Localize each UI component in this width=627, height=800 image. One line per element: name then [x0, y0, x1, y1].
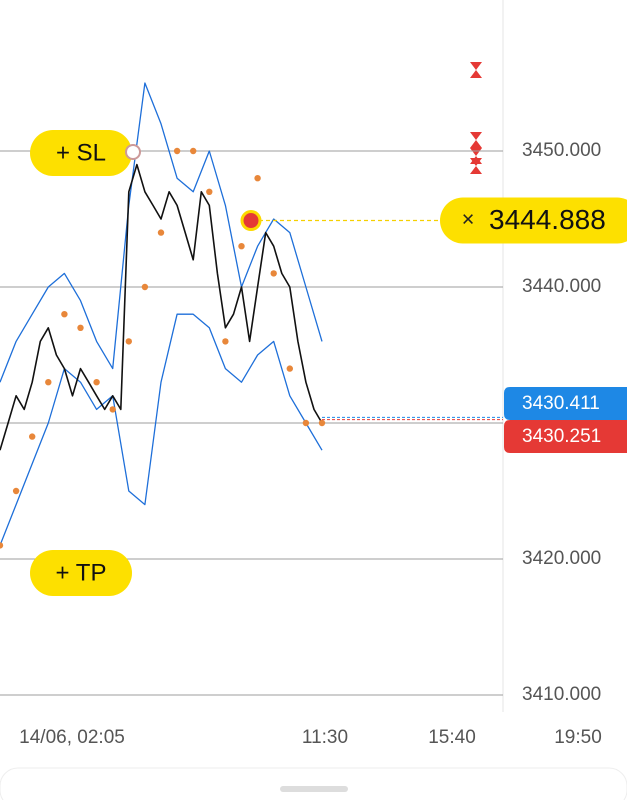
sar-dot	[190, 147, 197, 155]
trade-marker	[470, 158, 482, 174]
sar-dot	[109, 406, 116, 413]
price-tick-label: 3440.000	[522, 276, 601, 297]
position-entry	[240, 210, 262, 232]
sar-dot	[93, 379, 100, 386]
bollinger-lower	[0, 313, 323, 546]
tp-button[interactable]: + TP	[30, 550, 132, 596]
sar-dot	[254, 175, 261, 182]
sar-dot	[12, 487, 20, 495]
sar-dot	[270, 270, 277, 277]
sl-handle[interactable]	[125, 144, 141, 160]
sar-dot	[318, 419, 326, 427]
price-line	[0, 163, 323, 451]
ask-price: 3430.411	[522, 393, 600, 414]
sar-dot	[125, 338, 132, 345]
price-tick-label: 3450.000	[522, 140, 601, 161]
sl-button-bg[interactable]	[30, 130, 132, 176]
sar-dot	[238, 243, 245, 250]
sar-dot	[206, 188, 213, 195]
close-position-icon[interactable]: ×	[462, 206, 475, 231]
tp-button-label[interactable]: + TP	[56, 559, 107, 586]
sl-button[interactable]: + SL	[30, 130, 132, 176]
bid-price-bg	[504, 420, 627, 453]
tp-button-bg[interactable]	[30, 550, 132, 596]
time-label: 11:30	[302, 727, 348, 748]
sar-dot	[77, 324, 84, 331]
position-tag[interactable]: × 3444.888	[440, 197, 627, 244]
price-tick-label: 3420.000	[522, 548, 601, 569]
time-label: 15:40	[428, 727, 476, 748]
time-label: 14/06, 02:05	[19, 727, 125, 748]
bollinger-upper	[0, 82, 323, 383]
sar-dot	[302, 419, 310, 427]
sar-dot	[222, 338, 229, 345]
sar-dot	[286, 365, 293, 372]
sheet-handle[interactable]	[280, 786, 348, 792]
position-price[interactable]: 3444.888	[489, 204, 606, 235]
sar-dot	[29, 433, 36, 440]
trade-marker	[470, 62, 482, 78]
trade-marker	[470, 132, 482, 148]
sar-dot	[0, 542, 4, 549]
bid-price: 3430.251	[522, 426, 601, 447]
bottom-sheet[interactable]	[0, 767, 627, 800]
time-label: 19:50	[554, 727, 602, 748]
trade-markers	[470, 62, 482, 174]
sar-dot	[45, 379, 52, 386]
ask-price-bg	[504, 387, 627, 420]
sar-dot	[157, 229, 165, 236]
price-tick-label: 3410.000	[522, 684, 601, 705]
sl-button-label[interactable]: + SL	[56, 139, 106, 166]
position-tag-bg[interactable]	[440, 197, 627, 244]
sar-dot	[61, 311, 68, 318]
sar-dot	[141, 283, 149, 291]
sar-dot	[173, 147, 181, 155]
